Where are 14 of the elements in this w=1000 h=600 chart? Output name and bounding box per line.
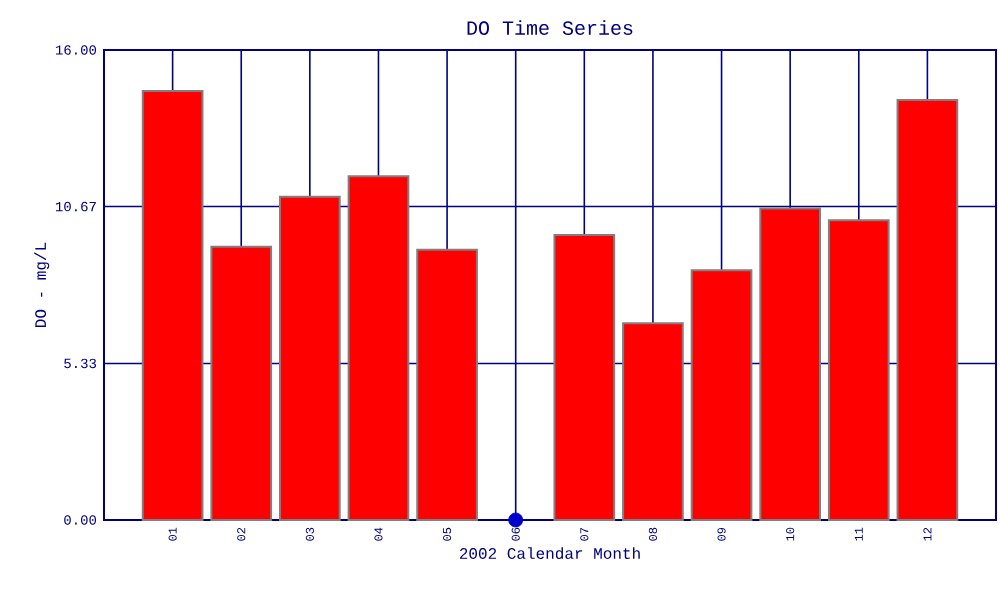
bar <box>759 207 822 521</box>
x-axis-title: 2002 Calendar Month <box>459 547 640 559</box>
bar <box>827 219 890 521</box>
bar <box>896 98 959 521</box>
bar <box>141 90 204 521</box>
bar <box>622 322 684 521</box>
bar <box>279 195 341 521</box>
bar <box>553 234 616 521</box>
bar <box>690 269 753 521</box>
bar <box>210 245 273 521</box>
chart-title: DO Time Series <box>467 20 633 35</box>
bar <box>416 248 478 521</box>
bar <box>347 175 410 521</box>
y-axis-title: DO - mg/L <box>34 242 50 327</box>
